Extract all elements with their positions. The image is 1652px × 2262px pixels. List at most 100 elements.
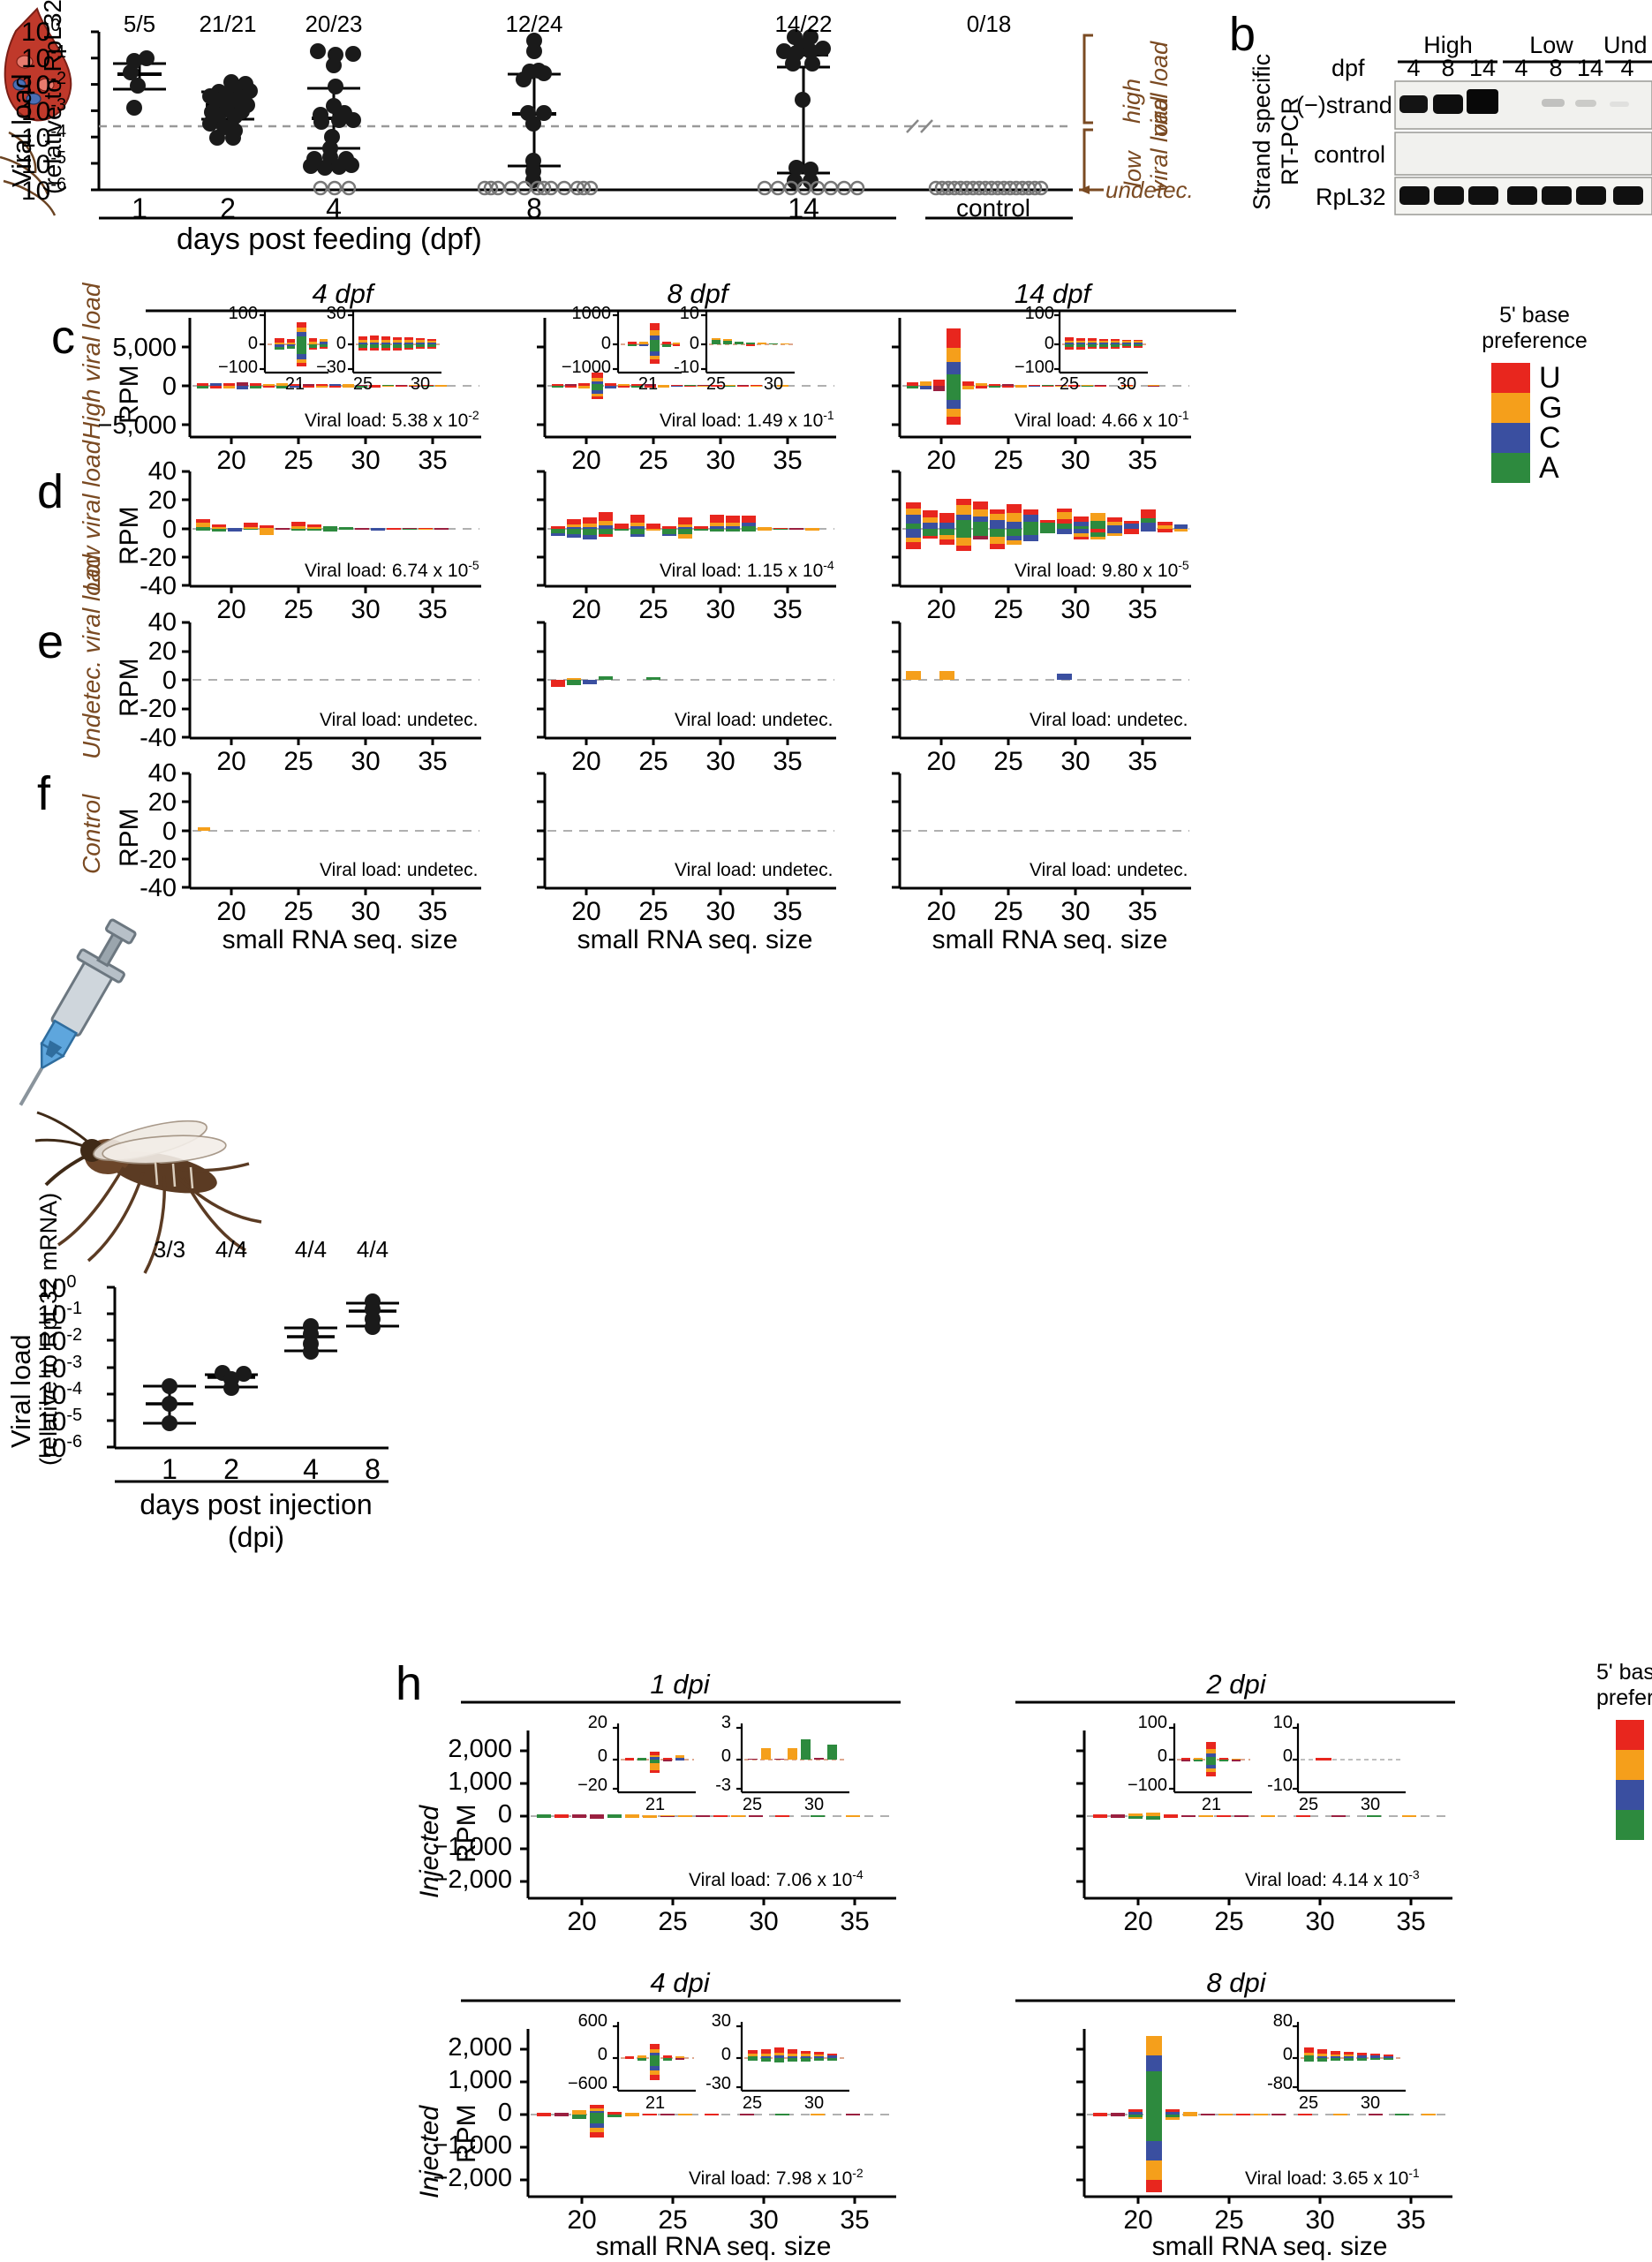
panel-g-ytick-0: 100 bbox=[37, 1272, 77, 1303]
inset-c2-ytick-0: 30 bbox=[326, 304, 346, 323]
inset-c1-ytick-1: 0 bbox=[247, 334, 258, 353]
legend-title-1: 5' base bbox=[1499, 303, 1570, 328]
h4-inset2-ytick-1: 0 bbox=[1282, 2045, 1293, 2064]
bars-h-8dpi bbox=[1093, 2036, 1436, 2192]
xtick-c3-25: 25 bbox=[993, 446, 1023, 475]
bars-h-4dpi bbox=[537, 2105, 860, 2138]
panel-b-group-low: Low bbox=[1529, 32, 1573, 58]
inset-c5-xtick-1: 30 bbox=[1116, 374, 1137, 394]
bars-e-8dpf bbox=[551, 676, 660, 687]
viral-load-f-8dpf: Viral load: undetec. bbox=[675, 860, 834, 880]
xtick-f3-35: 35 bbox=[1128, 897, 1158, 926]
panel-h-ytick-top-4: −2,000 bbox=[433, 1866, 512, 1894]
h2-inset1-xtick: 21 bbox=[1201, 1795, 1222, 1814]
panel-b-letter: b bbox=[1229, 8, 1256, 61]
viral-load-h-8dpi: Viral load: 3.65 x 10-1 bbox=[1245, 2166, 1420, 2189]
bars-d-8dpf bbox=[551, 512, 819, 539]
panel-a-fraction-1: 21/21 bbox=[199, 11, 257, 37]
row-f-4dpf bbox=[182, 772, 481, 895]
inset-c2-ytick-1: 0 bbox=[336, 334, 346, 353]
panel-h-ytick-top-3: −1,000 bbox=[433, 1833, 512, 1861]
scatter-group-8dpf bbox=[477, 33, 599, 196]
inset-c4-xtick-0: 25 bbox=[705, 374, 727, 394]
row-e-14dpf bbox=[892, 621, 1191, 745]
panel-g-ylabel-1: Viral load bbox=[5, 1334, 36, 1448]
panel-b-dpf-2: 14 bbox=[1468, 55, 1497, 81]
viral-load-f-4dpf: Viral load: undetec. bbox=[320, 860, 479, 880]
legend-swatch-U bbox=[1491, 363, 1530, 393]
inset-c5-ytick-1: 0 bbox=[1044, 334, 1054, 353]
legend-h-swatch-A bbox=[1616, 1810, 1644, 1840]
legend-base-preference-h: 5' base preference bbox=[1596, 1660, 1652, 1840]
panel-a-fraction-4: 14/22 bbox=[774, 11, 833, 37]
blood-drop-illustration bbox=[0, 7, 72, 216]
viral-load-e-8dpf: Viral load: undetec. bbox=[675, 710, 834, 730]
inset-c-8dpf-25-30 bbox=[701, 311, 795, 374]
scatter-g-8dpi bbox=[346, 1293, 399, 1335]
viral-load-h-2dpi: Viral load: 4.14 x 10-3 bbox=[1245, 1867, 1420, 1890]
inset-c-8dpf-21 bbox=[613, 311, 682, 374]
panel-f-ytick-0: 40 bbox=[147, 759, 177, 788]
panel-c-ytick-2: −5,000 bbox=[97, 411, 177, 440]
h1-xtick-35: 35 bbox=[840, 1907, 870, 1936]
h3-xtick-30: 30 bbox=[749, 2205, 779, 2235]
bars-d-4dpf bbox=[196, 519, 449, 535]
panel-d-ytick-3: -20 bbox=[140, 544, 177, 572]
xtick-d3-25: 25 bbox=[993, 595, 1023, 624]
row-c-14dpf bbox=[892, 311, 1191, 444]
xtick-e2-20: 20 bbox=[571, 747, 601, 776]
h2-inset1-ytick-0: 100 bbox=[1137, 1713, 1167, 1732]
panel-b-row-label-1: control bbox=[1314, 141, 1386, 168]
xtick-c2-30: 30 bbox=[705, 446, 735, 475]
viral-load-h-1dpi: Viral load: 7.06 x 10-4 bbox=[689, 1867, 864, 1890]
h2-xtick-20: 20 bbox=[1123, 1907, 1153, 1936]
panel-g-fraction-3: 4/4 bbox=[356, 1236, 389, 1263]
xtick-d2-25: 25 bbox=[638, 595, 668, 624]
inset-h-1dpi-21 bbox=[613, 1723, 696, 1794]
h4-xtick-20: 20 bbox=[1123, 2205, 1153, 2235]
inset-c-14dpf-25-30 bbox=[1054, 311, 1148, 374]
panel-a-xtick-14: 14 bbox=[788, 192, 819, 224]
h-inset2-ytick-1: 0 bbox=[720, 1746, 731, 1766]
rows-cdef-canvas bbox=[182, 311, 1191, 895]
h3-inset1-ytick-2: −600 bbox=[567, 2074, 607, 2093]
row-c-8dpf bbox=[537, 311, 836, 444]
inset-c4-xtick-1: 30 bbox=[763, 374, 784, 394]
panel-g-fraction-0: 3/3 bbox=[153, 1236, 186, 1263]
scatter-group-2dpf bbox=[201, 74, 258, 146]
panel-g-ytick-3: 10-3 bbox=[37, 1353, 83, 1384]
xtick-d1-35: 35 bbox=[418, 595, 448, 624]
viral-load-c-14dpf: Viral load: 4.66 x 10-1 bbox=[1015, 408, 1189, 431]
panel-b-dpf-0: 4 bbox=[1407, 55, 1421, 81]
xtick-f1-30: 30 bbox=[351, 897, 381, 926]
panel-a-ytick-4: 10-4 bbox=[21, 122, 67, 153]
bars-e-14dpf bbox=[906, 671, 1072, 680]
panel-g-ylabel-2: (relative to RpL32 mRNA) bbox=[35, 1192, 62, 1466]
col-title-14dpf: 14 dpf bbox=[1014, 278, 1091, 309]
panel-h-title-8dpi: 8 dpi bbox=[1206, 1967, 1266, 1998]
col-title-8dpf: 8 dpf bbox=[667, 278, 728, 309]
h3-inset2-ytick-0: 30 bbox=[711, 2011, 731, 2031]
h2-inset2-ytick-2: -10 bbox=[1267, 1776, 1293, 1795]
h1-xtick-25: 25 bbox=[658, 1907, 688, 1936]
h4-inset2-xtick-1: 30 bbox=[1360, 2093, 1381, 2113]
h3-inset1-ytick-0: 600 bbox=[577, 2011, 607, 2031]
h4-inset2-ytick-2: -80 bbox=[1267, 2074, 1293, 2093]
col-title-rules bbox=[146, 309, 1236, 313]
panel-b-dpf-5: 14 bbox=[1576, 55, 1604, 81]
h2-inset1-ytick-2: −100 bbox=[1127, 1776, 1167, 1795]
xtick-c1-25: 25 bbox=[283, 446, 313, 475]
inset-c1-xtick: 21 bbox=[284, 374, 306, 394]
xtick-f1-20: 20 bbox=[216, 897, 246, 926]
legend-h-swatch-U bbox=[1616, 1720, 1644, 1750]
row-d-14dpf bbox=[892, 470, 1191, 593]
panel-a-ytick-6: 10-6 bbox=[21, 175, 67, 206]
xtick-e2-35: 35 bbox=[773, 747, 803, 776]
inset-c2-ytick-2: −30 bbox=[316, 358, 346, 377]
bars-h-1dpi bbox=[537, 1814, 860, 1819]
h2-xtick-35: 35 bbox=[1396, 1907, 1426, 1936]
xtick-d3-30: 30 bbox=[1060, 595, 1090, 624]
panel-b-row-label-0: (−)strand bbox=[1296, 92, 1392, 118]
panel-h-ytick-top-2: 0 bbox=[497, 1800, 512, 1828]
scatter-group-4dpf bbox=[303, 43, 361, 196]
